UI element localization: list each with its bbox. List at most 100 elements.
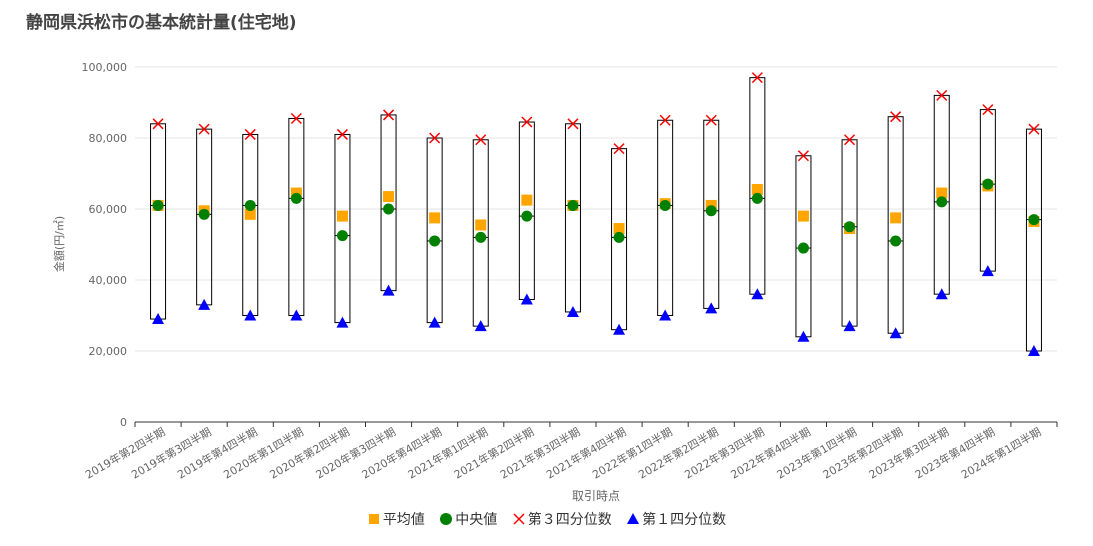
q1-marker: [520, 293, 533, 305]
q3-marker: [475, 134, 487, 146]
legend-item-q1[interactable]: 第１四分位数: [626, 509, 726, 529]
y-axis-label: 金額(円/㎡): [52, 216, 66, 272]
x-tick-label: 2020年第4四半期: [359, 424, 444, 481]
q3-marker: [1028, 123, 1040, 135]
data-markers: [152, 72, 1040, 356]
median-marker: [613, 231, 625, 243]
median-marker: [982, 178, 994, 190]
legend-item-median[interactable]: 中央値: [439, 509, 497, 529]
x-tick-label: 2023年第2四半期: [820, 424, 905, 481]
median-marker: [567, 199, 579, 211]
median-marker: [890, 235, 902, 247]
chart-title: 静岡県浜松市の基本統計量(住宅地): [26, 13, 297, 33]
x-tick-label: 2022年第4四半期: [728, 424, 813, 481]
q3-marker: [936, 89, 948, 101]
q3-marker: [844, 134, 856, 146]
mean-marker: [890, 212, 902, 224]
q3-marker: [244, 128, 256, 140]
legend-label-q3: 第３四分位数: [527, 512, 612, 528]
x-tick-label: 2023年第4四半期: [912, 424, 997, 481]
x-axis-label: 取引時点: [572, 489, 620, 503]
boxes: [150, 77, 1042, 352]
box: [426, 137, 443, 324]
y-tick-label: 100,000: [82, 61, 128, 74]
triangle-marker-icon: [627, 513, 640, 524]
x-tick-label: 2021年第3四半期: [498, 424, 583, 481]
q3-marker: [797, 150, 809, 162]
median-marker: [705, 205, 717, 217]
y-tick-label: 20,000: [89, 345, 128, 358]
q1-marker: [336, 316, 349, 328]
mean-marker: [244, 208, 256, 220]
q1-marker: [659, 309, 672, 321]
box: [1025, 128, 1042, 352]
legend-item-mean[interactable]: 平均値: [367, 509, 425, 529]
mean-marker: [936, 187, 948, 199]
x-tick-label: 2022年第1四半期: [590, 424, 675, 481]
x-tick-label: 2021年第2四半期: [451, 424, 536, 481]
legend-label-q1: 第１四分位数: [642, 512, 727, 528]
y-tick-label: 0: [120, 416, 127, 429]
mean-marker: [383, 191, 395, 203]
x-tick-label: 2020年第3四半期: [313, 424, 398, 481]
q3-marker: [982, 104, 994, 116]
median-marker: [336, 230, 348, 242]
median-marker: [521, 210, 533, 222]
median-marker: [844, 221, 856, 233]
x-tick-label: 2019年第3四半期: [129, 424, 214, 481]
mean-marker: [797, 210, 809, 222]
q3-marker: [198, 123, 210, 135]
median-marker: [290, 192, 302, 204]
median-marker: [383, 203, 395, 215]
q1-marker: [613, 323, 626, 335]
q1-marker: [1027, 345, 1040, 356]
x-tick-label: 2020年第1四半期: [221, 424, 306, 481]
q3-marker: [521, 116, 533, 128]
median-marker: [429, 235, 441, 247]
mean-marker: [475, 219, 487, 231]
q3-marker: [336, 128, 348, 140]
box: [150, 123, 167, 320]
y-tick-label: 40,000: [89, 274, 128, 287]
mean-marker: [751, 183, 763, 195]
q3-marker: [383, 109, 395, 121]
box: [657, 119, 674, 316]
q1-marker: [566, 305, 579, 317]
x-tick-label: 2019年第4四半期: [175, 424, 260, 481]
q1-marker: [705, 302, 718, 314]
q3-marker: [613, 143, 625, 155]
q3-marker: [659, 114, 671, 126]
median-marker: [751, 192, 763, 204]
mean-marker: [429, 212, 441, 224]
x-tick-label: 2023年第1四半期: [774, 424, 859, 481]
q3-marker: [290, 112, 302, 125]
box: [887, 116, 904, 334]
grid-lines: [135, 66, 1057, 352]
q1-marker: [382, 284, 395, 296]
mean-marker: [613, 223, 625, 235]
y-tick-label: 80,000: [89, 132, 128, 145]
mean-marker: [521, 194, 533, 206]
median-marker: [659, 199, 671, 211]
q1-marker: [797, 330, 810, 342]
x-tick-label: 2021年第4四半期: [544, 424, 629, 481]
q3-marker: [705, 114, 717, 126]
median-marker: [244, 199, 256, 211]
q1-marker: [751, 288, 764, 300]
q1-marker: [290, 309, 303, 321]
x-tick-label: 2021年第1四半期: [405, 424, 490, 481]
q1-marker: [981, 265, 994, 277]
box: [242, 133, 259, 316]
mean-marker: [336, 210, 348, 222]
box: [380, 114, 397, 292]
legend: 平均値 中央値 第３四分位数 第１四分位数: [0, 509, 1093, 530]
legend-item-q3[interactable]: 第３四分位数: [512, 509, 612, 529]
median-marker: [198, 208, 210, 220]
median-marker: [797, 242, 809, 254]
q1-marker: [152, 313, 165, 325]
q1-marker: [474, 320, 487, 332]
cross-marker-icon: [513, 513, 525, 525]
median-marker: [475, 231, 487, 243]
q3-marker: [429, 132, 441, 144]
x-tick-label: 2024年第1四半期: [959, 424, 1044, 481]
